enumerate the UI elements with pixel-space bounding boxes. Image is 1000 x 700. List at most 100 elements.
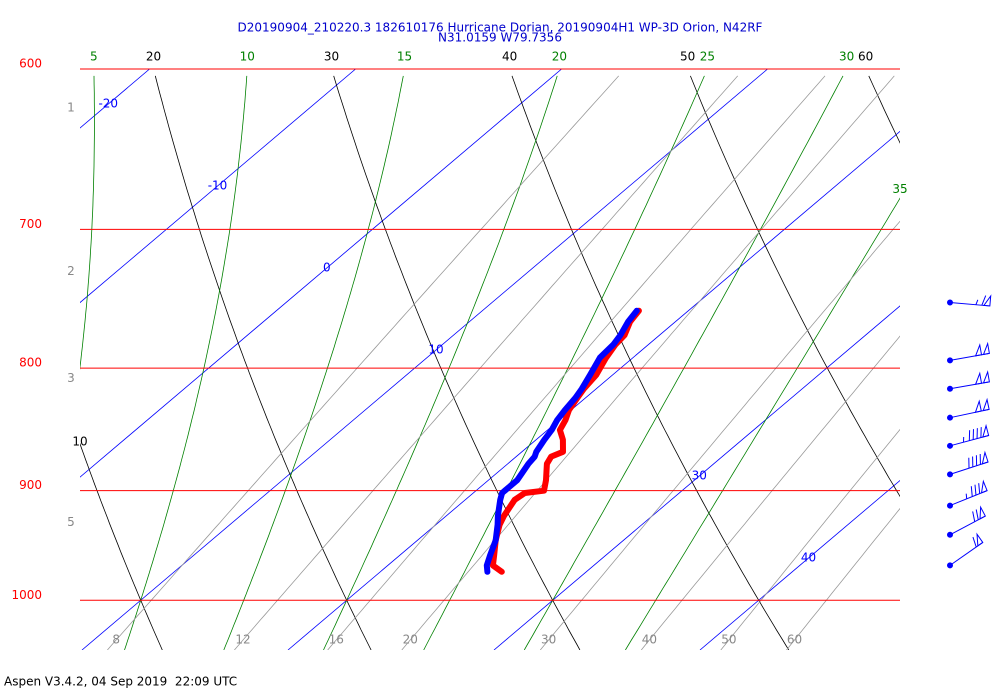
dry-adiabat (333, 75, 581, 650)
chart-subtitle: N31.0159 W79.7356 (438, 31, 562, 45)
mixing-ratio-label: 12 (235, 633, 250, 647)
dry-adiabat-label: 20 (146, 50, 161, 64)
barb-flag (982, 423, 990, 438)
isotherm (81, 69, 768, 650)
wind-barb (947, 450, 989, 478)
barb-flag (982, 370, 990, 384)
dry-adiabat (80, 442, 163, 650)
moist-adiabat-label: 5 (90, 50, 98, 64)
moist-adiabat-label: 30 (839, 50, 854, 64)
wind-barb (947, 341, 990, 364)
barb-full (975, 509, 979, 520)
barb-full (974, 484, 977, 496)
isotherm (493, 305, 900, 650)
barb-staff (949, 381, 990, 390)
diagram-lines (80, 69, 900, 650)
barb-half (975, 299, 979, 305)
barb-flag (976, 532, 984, 547)
side-tick-label: 2 (67, 264, 75, 278)
barb-flag (974, 343, 983, 357)
mixing-ratio (401, 75, 895, 650)
side-tick-label: 5 (67, 515, 75, 529)
barb-staff (949, 541, 984, 566)
moist-adiabat-label: 15 (397, 50, 412, 64)
mixing-ratio-label: 20 (403, 633, 418, 647)
moist-adiabat-label: 20 (552, 50, 567, 64)
barb-full (978, 483, 981, 494)
barb-flag (981, 450, 989, 465)
dewpoint-profile (483, 307, 640, 575)
isotherm (80, 69, 562, 478)
moist-adiabat (323, 75, 558, 650)
barb-flag (982, 397, 990, 412)
mixing-ratio-label: 30 (541, 633, 556, 647)
moist-adiabat-label: 10 (240, 50, 255, 64)
chart-title: D20190904_210220.3 182610176 Hurricane D… (238, 21, 763, 35)
mixing-ratio-label: 16 (329, 633, 344, 647)
mixing-ratio-label: 50 (721, 633, 736, 647)
dry-adiabat (690, 75, 900, 498)
isotherm (80, 69, 356, 304)
mixing-ratio (539, 220, 900, 650)
wind-barb (947, 370, 990, 392)
moist-adiabat (223, 75, 404, 650)
dry-adiabat (511, 75, 790, 650)
mixing-ratio (107, 75, 619, 650)
mixing-ratio-label: 8 (112, 633, 120, 647)
barb-staff (949, 515, 986, 536)
dry-adiabat-label: 30 (324, 50, 339, 64)
dry-adiabat-label: 50 (680, 50, 695, 64)
barb-staff (949, 408, 990, 419)
barb-staff (949, 434, 989, 447)
mixing-ratio (720, 428, 900, 650)
isotherm-label: 10 (428, 343, 443, 357)
y-tick-label: 1000 (11, 588, 42, 602)
mixing-ratio (640, 335, 900, 650)
barb-staff (949, 490, 988, 507)
moist-adiabat (625, 197, 900, 650)
barb-flag (974, 399, 982, 413)
isotherm-label: 0 (323, 261, 331, 275)
barb-flag (980, 479, 988, 494)
moist-adiabat (423, 75, 705, 650)
wind-barb (947, 532, 984, 569)
barb-flag (982, 341, 990, 356)
y-tick-label: 900 (19, 478, 42, 492)
y-tick-label: 700 (19, 217, 42, 231)
isotherm-label: 40 (801, 551, 816, 565)
wind-barb (947, 294, 992, 307)
mixing-ratio-label: 60 (787, 633, 802, 647)
isotherm (287, 130, 900, 650)
y-tick-label: 600 (19, 57, 42, 71)
barb-flag (974, 371, 983, 385)
isotherm-label: -20 (98, 97, 118, 111)
mixing-ratio (786, 507, 900, 650)
isotherm-label: 30 (692, 469, 707, 483)
mixing-ratio-label: 40 (642, 633, 657, 647)
footer: Aspen V3.4.2, 04 Sep 2019 22:09 UTC (4, 675, 237, 689)
isotherm (699, 479, 900, 650)
dry-adiabat-label: 10 (72, 435, 87, 449)
dry-adiabat-label: 40 (502, 50, 517, 64)
wind-barb (947, 423, 990, 449)
moist-adiabat (523, 75, 844, 650)
wind-barb (947, 505, 986, 538)
moist-adiabat-label: 25 (700, 50, 715, 64)
side-tick-label: 3 (67, 371, 75, 385)
barb-full (972, 536, 977, 548)
barb-flag (982, 294, 992, 307)
barb-flag (979, 505, 986, 520)
isotherm-label: -10 (208, 179, 228, 193)
side-tick-label: 1 (67, 101, 75, 115)
wind-barb (947, 397, 990, 421)
barb-staff (949, 301, 990, 307)
dry-adiabat-label: 60 (858, 50, 873, 64)
wind-barb (947, 479, 988, 509)
barb-full (970, 486, 973, 497)
mixing-ratio (327, 75, 826, 650)
mixing-ratio (234, 75, 738, 650)
barb-full (981, 295, 987, 306)
y-tick-label: 800 (19, 356, 42, 370)
